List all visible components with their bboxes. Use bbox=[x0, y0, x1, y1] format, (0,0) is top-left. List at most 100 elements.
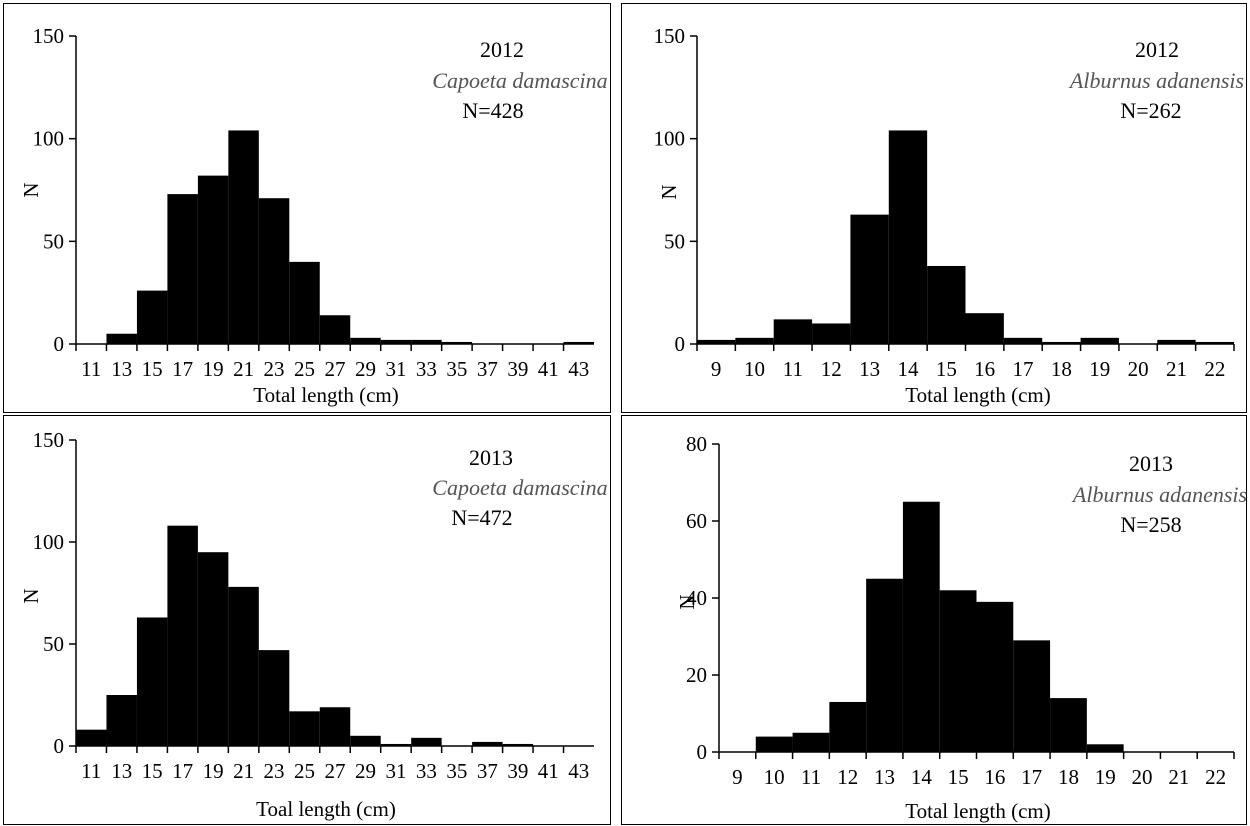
x-tick-label: 19 bbox=[203, 357, 224, 381]
bar bbox=[927, 265, 966, 344]
x-tick-label: 33 bbox=[416, 357, 437, 381]
x-tick-label: 13 bbox=[874, 765, 895, 789]
bar bbox=[76, 729, 107, 746]
bar bbox=[1042, 341, 1081, 344]
x-tick-label: 10 bbox=[744, 357, 765, 381]
bar bbox=[850, 214, 889, 344]
x-tick-label: 33 bbox=[416, 759, 437, 783]
x-tick-label: 29 bbox=[355, 357, 376, 381]
bar bbox=[228, 586, 259, 746]
x-tick-label: 19 bbox=[203, 759, 224, 783]
bar bbox=[197, 175, 229, 344]
bar bbox=[350, 337, 381, 344]
x-tick-label: 43 bbox=[568, 759, 589, 783]
chart-svg: 2013 Capoeta damascina N=472 Toal length… bbox=[19, 428, 608, 821]
y-axis-title: N bbox=[19, 588, 43, 603]
annotation-year: 2012 bbox=[1135, 37, 1179, 62]
x-tick-label: 27 bbox=[325, 759, 346, 783]
x-tick-label: 15 bbox=[142, 759, 163, 783]
annotation-year: 2013 bbox=[1129, 451, 1173, 476]
y-tick-label: 0 bbox=[675, 332, 686, 356]
annotation-year: 2012 bbox=[480, 37, 524, 62]
x-tick-label: 12 bbox=[837, 765, 858, 789]
bar bbox=[829, 701, 867, 752]
y-tick-label: 100 bbox=[33, 127, 65, 151]
y-tick-label: 50 bbox=[664, 229, 685, 253]
bar bbox=[1086, 744, 1124, 752]
chart-svg: 2012 Capoeta damascina N=428 Total lengt… bbox=[19, 24, 608, 407]
x-tick-label: 25 bbox=[294, 357, 315, 381]
x-tick-label: 15 bbox=[948, 765, 969, 789]
x-tick-label: 35 bbox=[446, 357, 467, 381]
bar bbox=[258, 198, 290, 344]
bar bbox=[812, 323, 851, 344]
chart-svg: 2013 Alburnus adanensis N=258 Total leng… bbox=[675, 432, 1247, 823]
bar bbox=[197, 552, 229, 746]
x-tick-label: 13 bbox=[859, 357, 880, 381]
x-tick-label: 12 bbox=[821, 357, 842, 381]
bar bbox=[735, 337, 774, 344]
x-tick-label: 41 bbox=[538, 759, 559, 783]
x-tick-label: 17 bbox=[172, 357, 193, 381]
y-tick-label: 150 bbox=[654, 24, 686, 48]
x-axis-title: Total length (cm) bbox=[905, 383, 1050, 407]
x-tick-label: 43 bbox=[568, 357, 589, 381]
bar bbox=[380, 743, 412, 746]
bar bbox=[411, 737, 442, 746]
bar bbox=[1013, 640, 1051, 752]
bar bbox=[939, 590, 977, 752]
x-tick-label: 11 bbox=[801, 765, 821, 789]
x-tick-label: 9 bbox=[711, 357, 722, 381]
bar bbox=[106, 695, 137, 746]
bar bbox=[136, 617, 168, 746]
histogram-2013-capoeta-damascina: 2013 Capoeta damascina N=472 Toal length… bbox=[3, 415, 611, 825]
y-tick-label: 20 bbox=[686, 663, 707, 687]
bar bbox=[136, 290, 168, 344]
bar bbox=[563, 341, 594, 344]
x-tick-label: 15 bbox=[142, 357, 163, 381]
annotation-n: N=258 bbox=[1120, 512, 1181, 537]
x-tick-label: 21 bbox=[233, 759, 254, 783]
y-tick-label: 80 bbox=[686, 432, 707, 456]
y-tick-label: 100 bbox=[654, 127, 686, 151]
bar bbox=[441, 341, 473, 344]
annotation-n: N=262 bbox=[1120, 98, 1181, 123]
bar bbox=[106, 333, 137, 344]
x-axis-title: Toal length (cm) bbox=[256, 797, 396, 821]
x-tick-label: 22 bbox=[1205, 765, 1226, 789]
y-tick-label: 50 bbox=[43, 632, 64, 656]
y-tick-label: 40 bbox=[686, 586, 707, 610]
bar bbox=[792, 732, 830, 752]
x-axis-title: Total length (cm) bbox=[253, 383, 398, 407]
y-tick-label: 50 bbox=[43, 229, 64, 253]
x-tick-label: 17 bbox=[1021, 765, 1042, 789]
bar bbox=[976, 601, 1014, 752]
x-tick-label: 13 bbox=[111, 357, 132, 381]
histogram-2012-capoeta-damascina: 2012 Capoeta damascina N=428 Total lengt… bbox=[3, 3, 611, 413]
annotation-n: N=472 bbox=[451, 505, 512, 530]
x-tick-label: 10 bbox=[764, 765, 785, 789]
bar bbox=[319, 315, 351, 344]
x-tick-label: 20 bbox=[1128, 357, 1149, 381]
y-tick-label: 60 bbox=[686, 509, 707, 533]
bar bbox=[167, 525, 198, 746]
x-tick-label: 41 bbox=[538, 357, 559, 381]
bar bbox=[228, 130, 259, 344]
x-tick-label: 39 bbox=[507, 759, 528, 783]
bar bbox=[319, 707, 351, 746]
annotation-species: Alburnus adanensis bbox=[1071, 482, 1247, 507]
x-tick-label: 19 bbox=[1095, 765, 1116, 789]
x-tick-label: 37 bbox=[477, 357, 498, 381]
annotation-n: N=428 bbox=[462, 98, 523, 123]
x-tick-label: 17 bbox=[1013, 357, 1034, 381]
x-tick-label: 11 bbox=[81, 357, 101, 381]
x-tick-label: 17 bbox=[172, 759, 193, 783]
x-tick-label: 9 bbox=[732, 765, 743, 789]
x-tick-label: 23 bbox=[264, 759, 285, 783]
y-tick-label: 100 bbox=[33, 530, 65, 554]
x-tick-label: 11 bbox=[783, 357, 803, 381]
x-tick-label: 20 bbox=[1132, 765, 1153, 789]
bar bbox=[1003, 337, 1043, 344]
x-tick-label: 31 bbox=[385, 759, 406, 783]
x-tick-label: 25 bbox=[294, 759, 315, 783]
